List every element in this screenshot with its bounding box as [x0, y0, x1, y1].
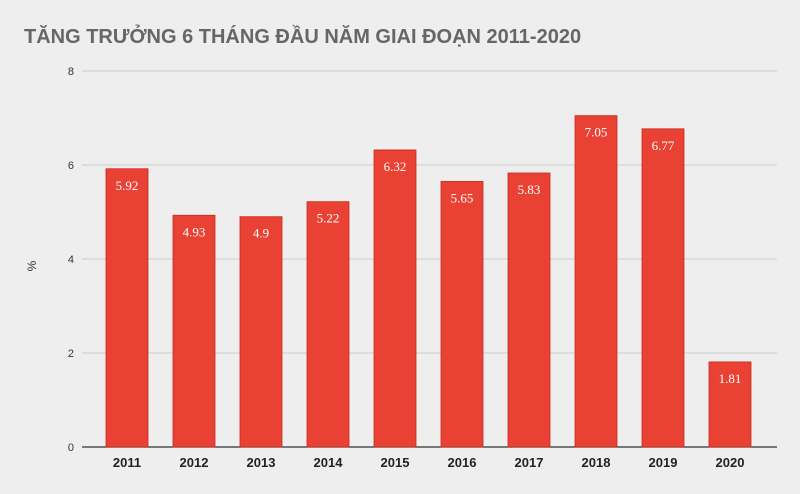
x-tick-label: 2019	[649, 455, 678, 470]
bar-2014	[306, 201, 350, 448]
x-tick-label: 2017	[515, 455, 544, 470]
y-tick-label: 2	[68, 348, 74, 360]
bar-2019	[641, 128, 685, 448]
data-label: 4.9	[253, 226, 269, 241]
x-tick-label: 2011	[113, 455, 141, 470]
data-label: 4.93	[183, 224, 206, 239]
x-tick-label: 2014	[314, 455, 344, 470]
data-label: 5.22	[317, 211, 340, 226]
data-label: 7.05	[585, 125, 608, 140]
x-tick-label: 2012	[180, 455, 209, 470]
data-label: 5.83	[518, 182, 541, 197]
bar-2016	[440, 181, 484, 448]
x-tick-label: 2016	[448, 455, 477, 470]
data-label: 6.32	[384, 159, 407, 174]
y-tick-label: 4	[68, 254, 74, 266]
y-tick-label: 6	[68, 160, 74, 172]
x-tick-label: 2018	[582, 455, 611, 470]
bar-2020	[708, 361, 752, 448]
y-tick-label: 8	[68, 66, 74, 78]
data-label: 5.92	[116, 178, 139, 193]
x-tick-label: 2015	[381, 455, 410, 470]
bar-2012	[172, 214, 216, 448]
y-tick-label: 0	[68, 442, 74, 454]
x-tick-label: 2020	[716, 455, 745, 470]
bar-2013	[239, 216, 283, 448]
bar-2011	[105, 168, 149, 448]
y-axis-label: %	[25, 260, 39, 271]
x-tick-label: 2013	[247, 455, 276, 470]
data-label: 5.65	[451, 190, 474, 205]
data-label: 1.81	[719, 371, 742, 386]
data-label: 6.77	[652, 138, 675, 153]
bar-2018	[574, 115, 618, 448]
bar-2015	[373, 149, 417, 448]
bar-2017	[507, 172, 551, 448]
chart-title: TĂNG TRƯỞNG 6 THÁNG ĐẦU NĂM GIAI ĐOẠN 20…	[24, 26, 582, 48]
